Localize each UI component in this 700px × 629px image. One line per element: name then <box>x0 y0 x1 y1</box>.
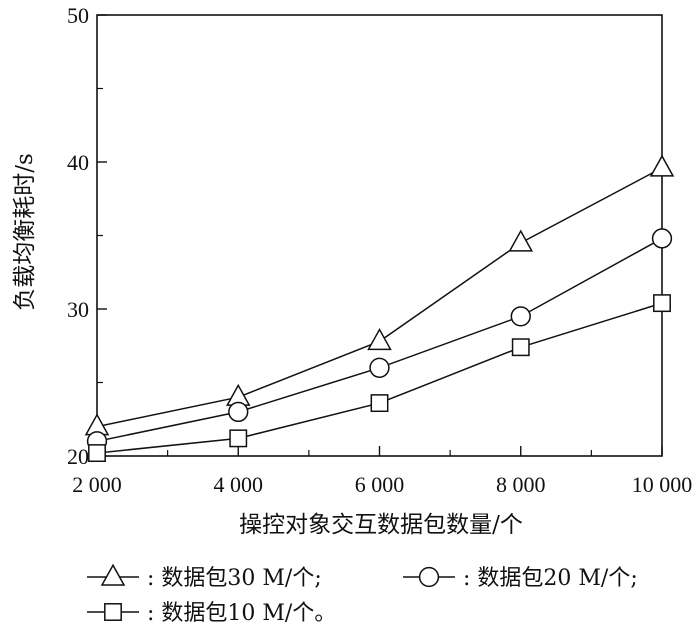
legend-marker-square <box>104 603 122 621</box>
data-point-square <box>229 429 248 448</box>
plot-frame <box>96 14 663 457</box>
x-tick-label: 4 000 <box>214 472 264 497</box>
y-tick-label: 30 <box>67 297 89 322</box>
x-tick-label: 2 000 <box>72 472 122 497</box>
data-point-square <box>653 294 671 313</box>
x-tick-label: 8 000 <box>496 472 546 497</box>
series-line-square <box>96 302 663 454</box>
y-tick-label: 40 <box>67 150 89 175</box>
data-point-circle <box>510 306 531 327</box>
series-line-triangle <box>96 167 663 428</box>
data-point-circle <box>651 228 673 249</box>
data-point-circle <box>369 357 390 378</box>
legend-label: : 数据包20 M/个; <box>463 566 638 591</box>
data-point-triangle <box>367 328 392 351</box>
x-tick-label: 6 000 <box>355 472 405 497</box>
data-point-square <box>511 338 530 357</box>
data-point-circle <box>228 401 249 423</box>
y-axis-ticks: 20 30 40 50 <box>67 3 107 469</box>
x-axis-label: 操控对象交互数据包数量/个 <box>239 512 523 538</box>
legend-label: : 数据包10 M/个。 <box>147 601 336 626</box>
y-axis-label: 负载均衡耗时/s <box>12 153 38 311</box>
legend-label: : 数据包30 M/个; <box>147 566 322 591</box>
data-point-triangle <box>649 154 675 177</box>
data-point-triangle <box>508 229 534 252</box>
legend-marker-circle <box>418 566 440 588</box>
y-tick-label: 20 <box>67 444 89 469</box>
data-point-square <box>370 394 389 413</box>
data-point-square <box>88 444 106 463</box>
x-tick-label: 10 000 <box>632 472 693 497</box>
legend: : 数据包30 M/个; : 数据包20 M/个; : 数据包10 M/个。 <box>87 563 638 626</box>
series-markers <box>84 154 675 463</box>
x-axis-ticks: 2 000 4 000 6 000 8 000 10 000 <box>72 446 692 497</box>
y-tick-label: 50 <box>67 3 89 28</box>
legend-marker-triangle <box>100 563 126 586</box>
